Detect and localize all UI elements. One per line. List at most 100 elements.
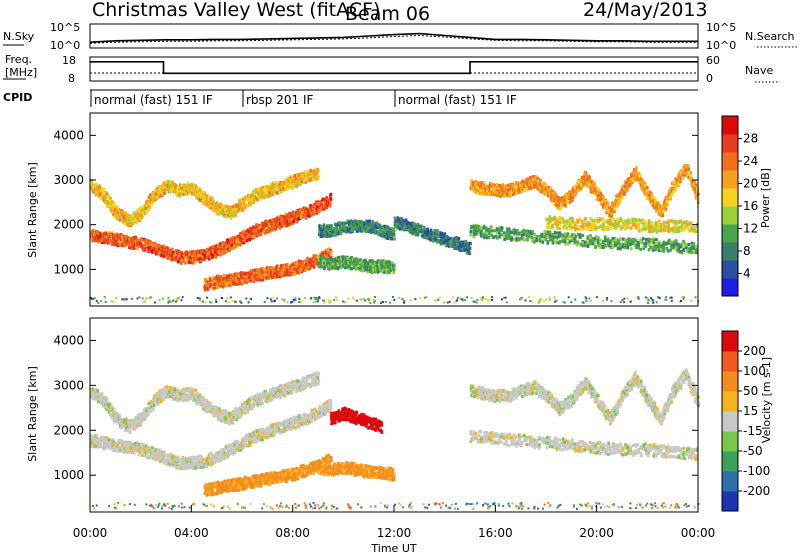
range-cell [395,219,399,223]
range-cell [557,196,561,200]
range-cell [341,256,345,260]
range-cell [358,260,362,264]
range-cell [591,185,594,189]
range-cell [627,177,630,181]
range-cell [245,236,248,240]
range-cell [387,232,391,236]
range-cell [235,272,238,276]
range-cell [162,183,166,187]
nave-label: Nave [745,64,773,77]
range-cell [251,268,255,272]
range-cell [414,230,418,234]
range-cell [346,219,350,223]
range-cell [516,181,519,185]
range-cell [386,260,390,264]
range-cell [310,177,313,182]
range-cell [154,242,157,246]
range-cell [308,214,311,218]
range-cell [378,262,381,266]
range-cell [263,195,266,199]
range-cell [159,246,163,251]
range-cell [411,221,415,225]
range-cell [212,244,215,248]
range-cell [436,230,439,234]
range-cell [480,186,483,190]
range-cell [435,240,439,244]
range-cell [421,234,425,238]
noise-left-tick-top: 10^5 [50,21,80,34]
range-cell [113,240,117,244]
range-cell [487,184,491,188]
range-cell [217,250,221,254]
range-cell [503,194,507,198]
range-cell [203,257,206,261]
range-cell [132,246,136,250]
range-cell [334,228,338,232]
nave-tick-top: 60 [706,54,720,67]
range-cell [436,238,439,242]
range-cell [368,223,372,227]
range-cell [231,274,235,279]
range-cell [635,178,639,182]
range-cell [398,227,402,231]
range-cell [261,191,264,196]
range-cell [390,237,394,241]
range-cell [224,208,227,212]
range-cell [208,203,212,207]
range-cell [216,283,219,287]
range-cell [454,238,458,242]
range-cell [386,267,389,271]
range-cell [316,205,319,209]
range-cell [564,193,568,197]
range-cell [193,184,196,188]
range-cell [472,181,475,185]
range-cell [367,229,371,233]
range-cell [206,248,209,252]
range-cell [323,230,326,234]
range-cell [279,267,282,271]
range-cell [403,228,407,232]
range-cell [169,180,172,184]
range-cell [271,228,275,232]
range-cell [334,266,337,270]
range-cell [252,235,255,239]
range-cell [266,191,270,195]
range-cell [270,186,273,190]
range-cell [475,191,479,195]
range-cell [273,267,276,271]
range-cell [156,195,160,199]
range-cell [201,192,204,196]
range-cell [228,213,231,217]
range-cell [240,241,244,245]
range-cell [666,199,669,203]
range-cell [275,268,279,272]
range-cell [220,249,224,253]
range-cell [243,277,247,281]
range-cell [309,260,313,264]
range-cell [416,226,419,230]
range-cell [147,204,151,208]
range-cell [279,269,282,273]
range-cell [613,199,617,203]
range-cell [198,188,202,192]
range-cell [224,276,228,280]
line-freq [90,60,698,75]
range-cell [444,237,447,241]
range-cell [476,185,479,189]
range-cell [633,173,637,177]
range-cell [531,182,535,186]
range-cell [548,191,551,196]
range-cell [375,268,379,272]
range-cell [102,188,105,192]
range-cell [243,229,246,234]
range-cell [411,231,415,235]
range-cell [368,264,371,268]
range-cell [194,192,198,196]
range-cell [229,216,233,220]
range-cell [327,198,330,202]
range-cell [179,253,183,257]
range-cell [183,184,187,188]
range-cell [245,205,248,209]
range-cell [654,198,657,202]
